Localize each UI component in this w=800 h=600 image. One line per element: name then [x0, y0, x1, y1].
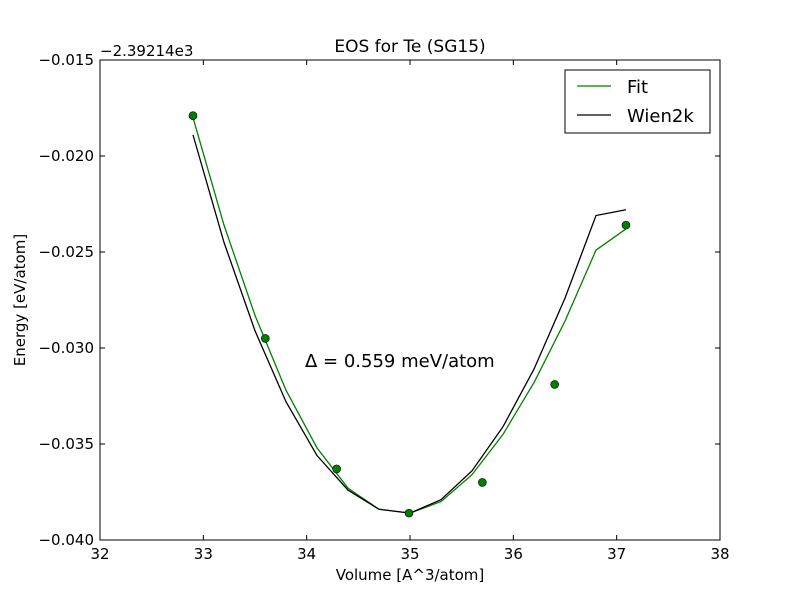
x-axis-ticks: 32 33 34 35 36 37 38 — [90, 60, 730, 563]
x-tick-label: 34 — [297, 545, 316, 563]
y-tick-label: −0.030 — [38, 339, 94, 357]
x-tick-label: 38 — [710, 545, 729, 563]
x-tick-label: 35 — [400, 545, 419, 563]
data-point — [621, 220, 631, 230]
legend-box — [564, 69, 711, 134]
y-tick-label: −0.020 — [38, 147, 94, 165]
y-tick-label: −0.025 — [38, 243, 94, 261]
y-tick-label: −0.015 — [38, 51, 94, 69]
x-tick-label: 37 — [607, 545, 626, 563]
y-tick-label: −0.040 — [38, 531, 94, 549]
data-point — [478, 478, 487, 487]
data-point — [550, 380, 559, 389]
legend-wien2k-label: Wien2k — [627, 106, 694, 127]
data-point — [261, 334, 270, 343]
x-tick-label: 33 — [194, 545, 213, 563]
legend: Fit Wien2k — [564, 69, 711, 134]
y-axis-label: Energy [eV/atom] — [11, 234, 29, 366]
x-tick-label: 32 — [90, 545, 109, 563]
x-tick-label: 36 — [504, 545, 523, 563]
legend-fit-label: Fit — [627, 77, 648, 98]
delta-annotation: Δ = 0.559 meV/atom — [305, 351, 495, 372]
y-axis-ticks: −0.040 −0.035 −0.030 −0.025 −0.020 −0.015 — [38, 51, 720, 549]
chart-title: EOS for Te (SG15) — [334, 37, 485, 57]
data-point — [332, 464, 341, 474]
y-tick-label: −0.035 — [38, 435, 94, 453]
y-offset-label: −2.39214e3 — [100, 42, 193, 60]
x-axis-label: Volume [A^3/atom] — [336, 566, 485, 584]
data-point — [188, 111, 198, 120]
data-points-layer — [188, 111, 631, 518]
data-point — [404, 508, 414, 518]
